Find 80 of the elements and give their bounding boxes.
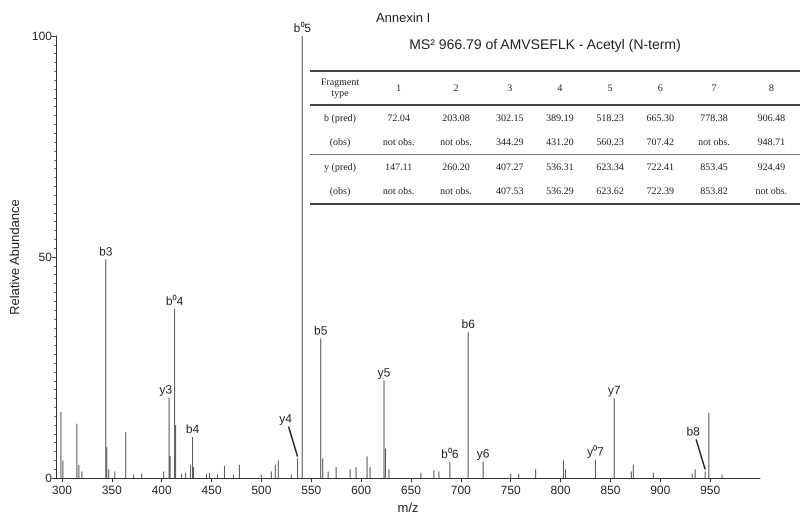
annotation: 536.31 <box>534 154 585 179</box>
annotation: 2 <box>427 71 485 105</box>
annotation: 203.08 <box>441 112 471 126</box>
annotation: b6 <box>462 317 476 332</box>
annotation: y⁰7 <box>587 444 604 459</box>
annotation: 707.42 <box>646 136 675 150</box>
annotation: y5 <box>378 365 391 380</box>
annotation: 924.49 <box>742 154 800 179</box>
annotation: 389.19 <box>545 112 575 126</box>
x-tick-label: 550 <box>301 483 322 498</box>
y-tick-label: 100 <box>32 29 52 43</box>
chart-title: Annexin I <box>376 10 430 25</box>
annotation: 853.45 <box>685 154 743 179</box>
annotation: 906.48 <box>756 112 786 126</box>
annotation: 147.11 <box>370 154 428 179</box>
annotation: y (pred) <box>310 154 370 179</box>
annotation: not obs. <box>382 136 416 150</box>
annotation: 6 <box>635 71 686 105</box>
annotation: 407.27 <box>484 154 535 179</box>
annotation: 560.23 <box>595 136 625 150</box>
annotation: 722.39 <box>635 179 686 204</box>
annotation: 7 <box>685 71 743 105</box>
annotation: 948.71 <box>756 136 786 150</box>
x-axis-title: m/z <box>397 500 418 515</box>
annotation: b⁰6 <box>441 447 459 462</box>
annotation: 72.04 <box>386 112 411 126</box>
annotation: 778.38 <box>699 112 729 126</box>
annotation: 4 <box>534 71 585 105</box>
annotation: b4 <box>186 422 200 436</box>
x-tick-label: 450 <box>201 483 222 498</box>
annotation: 1 <box>370 71 428 105</box>
annotation: b3 <box>99 244 113 258</box>
annotation: (obs) <box>328 136 352 150</box>
annotation: not obs. <box>370 179 428 204</box>
annotation: not obs. <box>439 136 473 150</box>
annotation: b⁰4 <box>166 294 184 308</box>
x-tick-label: 900 <box>650 483 671 498</box>
annotation: 518.23 <box>595 112 625 126</box>
x-tick-label: 650 <box>400 483 422 498</box>
annotation: y3 <box>159 382 172 397</box>
annotation: not obs. <box>742 179 800 204</box>
x-tick-label: 500 <box>251 483 272 498</box>
annotation: 344.29 <box>494 136 524 150</box>
x-tick-label: 350 <box>102 483 122 498</box>
annotation: 5 <box>584 71 636 105</box>
annotation: 407.53 <box>484 179 535 204</box>
annotation: not obs. <box>697 136 731 150</box>
annotation: y4 <box>279 412 292 426</box>
annotation: 853.82 <box>685 179 743 204</box>
chart-subtitle: MS² 966.79 of AMVSEFLK - Acetyl (N-term) <box>408 36 682 52</box>
annotation: 536.29 <box>534 179 585 204</box>
annotation: 3 <box>484 71 535 105</box>
x-tick-label: 850 <box>600 483 621 498</box>
annotation: Fragment type <box>310 71 370 105</box>
annotation: 665.30 <box>646 112 675 126</box>
annotation: 431.20 <box>545 136 575 150</box>
x-tick-label: 600 <box>351 483 372 498</box>
x-tick-label: 950 <box>700 483 720 498</box>
x-tick-label: 800 <box>550 483 571 498</box>
annotation: (obs) <box>310 179 370 204</box>
annotation: 722.41 <box>635 154 686 179</box>
text: 8 <box>768 82 774 94</box>
y-tick-label: 50 <box>38 250 52 264</box>
annotation: y7 <box>608 383 621 398</box>
x-tick-label: 400 <box>152 483 172 498</box>
annotation: 623.34 <box>584 154 636 179</box>
annotation: b8 <box>686 424 700 438</box>
annotation: b (pred) <box>323 112 357 126</box>
annotation: 623.62 <box>584 179 636 204</box>
annotation: 260.20 <box>427 154 485 179</box>
annotation: b⁰5 <box>294 21 312 35</box>
annotation: not obs. <box>427 179 485 204</box>
x-tick-label: 700 <box>450 483 472 498</box>
y-axis-title: Relative Abundance <box>7 199 22 315</box>
x-tick-label: 750 <box>500 483 522 498</box>
y-tick-label: 0 <box>45 471 52 486</box>
x-tick-label: 300 <box>52 483 72 498</box>
annotation: 302.15 <box>494 112 524 126</box>
annotation: y6 <box>476 446 490 460</box>
annotation: b5 <box>314 323 328 338</box>
